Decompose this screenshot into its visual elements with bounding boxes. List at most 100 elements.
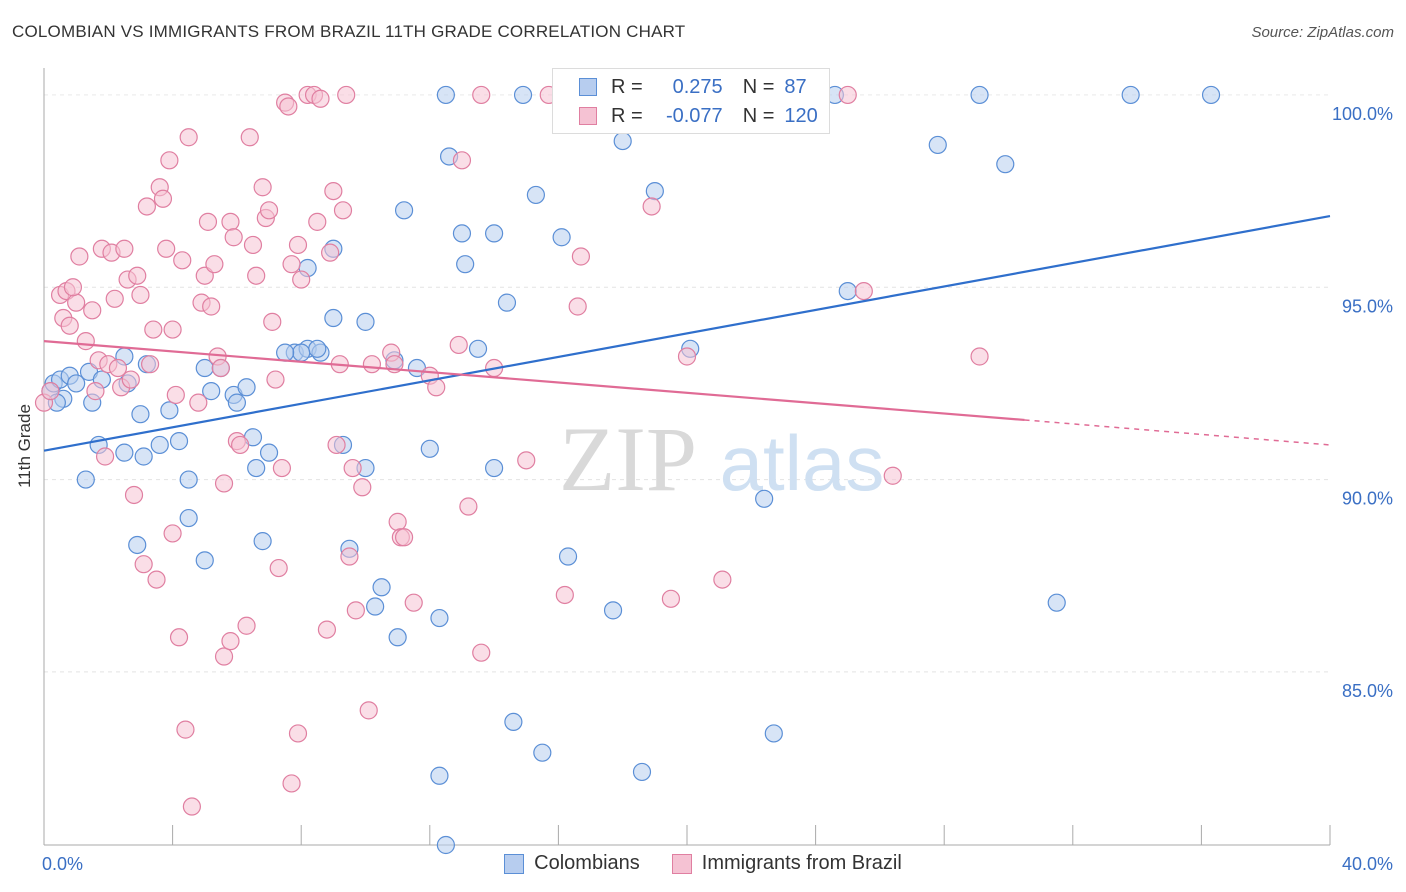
- colombians-point: [150, 435, 169, 455]
- brazil-point: [243, 235, 263, 255]
- colombians-legend-swatch: [504, 853, 525, 874]
- brazil-point: [288, 724, 308, 743]
- colombians-point: [131, 405, 150, 424]
- brazil-point: [321, 243, 340, 262]
- watermark-atlas: atlas: [720, 419, 885, 507]
- brazil-point: [359, 701, 378, 720]
- chart-title: COLOMBIAN VS IMMIGRANTS FROM BRAZIL 11TH…: [12, 22, 686, 41]
- colombians-point: [485, 458, 504, 478]
- colombians-point: [195, 551, 214, 570]
- series-legend: Colombians Immigrants from Brazil: [0, 852, 1406, 875]
- n-value-colombians: 87: [784, 75, 807, 98]
- colombians-point: [436, 85, 455, 105]
- colombians-swatch: [579, 78, 597, 96]
- brazil-legend-swatch: [671, 853, 692, 874]
- brazil-point: [211, 358, 230, 378]
- brazil-point: [137, 197, 156, 216]
- colombians-point: [324, 308, 343, 328]
- brazil-point: [346, 601, 365, 620]
- colombians-point: [632, 762, 652, 782]
- r-label: R =: [611, 104, 643, 127]
- brazil-point: [282, 774, 301, 793]
- brazil-point: [205, 255, 224, 274]
- colombians-point: [67, 374, 86, 393]
- colombians-point: [160, 401, 179, 420]
- colombians-point: [504, 712, 523, 732]
- brazil-point: [713, 570, 732, 589]
- legend-label-brazil: Immigrants from Brazil: [701, 852, 902, 874]
- brazil-point: [353, 478, 372, 497]
- colombians-point: [308, 339, 327, 358]
- brazil-point: [333, 201, 353, 220]
- y-tick-label: 90.0%: [1342, 489, 1393, 509]
- colombians-point: [169, 432, 189, 451]
- brazil-point: [568, 297, 587, 316]
- brazil-point: [153, 189, 173, 208]
- brazil-point: [259, 201, 279, 220]
- brazil-point: [166, 385, 185, 405]
- colombians-point: [388, 628, 407, 647]
- colombians-point: [1201, 85, 1221, 105]
- colombians-point: [533, 743, 552, 762]
- colombians-point: [227, 393, 246, 412]
- brazil-trend-extension: [1024, 419, 1331, 446]
- legend-item-brazil[interactable]: Immigrants from Brazil: [671, 852, 902, 875]
- colombians-point: [452, 224, 472, 243]
- brazil-point: [838, 85, 857, 105]
- brazil-point: [169, 628, 189, 647]
- colombians-point: [115, 443, 134, 462]
- brazil-point: [677, 347, 697, 366]
- stats-legend: R = 0.275 N = 87 R = -0.077 N = 120: [552, 68, 830, 134]
- r-value-colombians: 0.275: [672, 75, 723, 98]
- brazil-point: [163, 524, 182, 543]
- y-axis-label: 11th Grade: [15, 404, 34, 488]
- colombians-point: [430, 766, 449, 785]
- r-value-brazil: -0.077: [665, 104, 723, 127]
- trend-lines: [43, 215, 1331, 452]
- brazil-point: [173, 251, 192, 270]
- colombians-point: [928, 135, 947, 155]
- n-label: N =: [742, 75, 775, 98]
- n-label: N =: [742, 104, 775, 127]
- brazil-point: [76, 332, 95, 351]
- brazil-point: [472, 643, 491, 662]
- y-tick-label: 100.0%: [1332, 104, 1393, 124]
- brazil-point: [327, 435, 346, 455]
- brazil-point: [121, 370, 140, 389]
- watermark-zip: ZIP: [559, 408, 697, 510]
- legend-label-colombians: Colombians: [534, 852, 640, 874]
- brazil-point: [202, 297, 221, 316]
- tick-labels: 100.0% 95.0% 90.0% 85.0% 0.0% 40.0%: [42, 104, 1393, 874]
- colombians-point: [970, 85, 989, 105]
- x-tick-label: 0.0%: [42, 854, 83, 874]
- brazil-point: [105, 289, 124, 308]
- brazil-point: [128, 266, 147, 285]
- brazil-point: [176, 720, 195, 739]
- x-tick-label: 40.0%: [1342, 854, 1393, 874]
- brazil-point: [160, 151, 179, 170]
- n-value-brazil: 120: [784, 104, 818, 127]
- brazil-point: [459, 497, 478, 516]
- brazil-point: [555, 585, 574, 605]
- brazil-point: [240, 128, 259, 147]
- brazil-point: [308, 212, 327, 231]
- brazil-point: [179, 128, 198, 147]
- colombians-point: [526, 185, 545, 205]
- colombians-point: [603, 601, 623, 620]
- brazil-point: [343, 458, 362, 478]
- brazil-point: [157, 239, 176, 258]
- colombians-point: [552, 228, 571, 247]
- brazil-point: [221, 632, 240, 651]
- brazil-point: [642, 197, 661, 216]
- brazil-point: [340, 547, 359, 566]
- colombians-point: [76, 470, 95, 489]
- brazil-point: [970, 347, 989, 366]
- legend-item-colombians[interactable]: Colombians: [504, 852, 640, 875]
- colombians-point: [259, 443, 279, 462]
- colombians-point: [253, 532, 272, 551]
- brazil-point: [224, 228, 243, 247]
- colombians-point: [292, 343, 311, 362]
- brazil-point: [70, 247, 89, 266]
- colombians-trend-line: [43, 215, 1331, 452]
- colombians-point: [247, 458, 266, 478]
